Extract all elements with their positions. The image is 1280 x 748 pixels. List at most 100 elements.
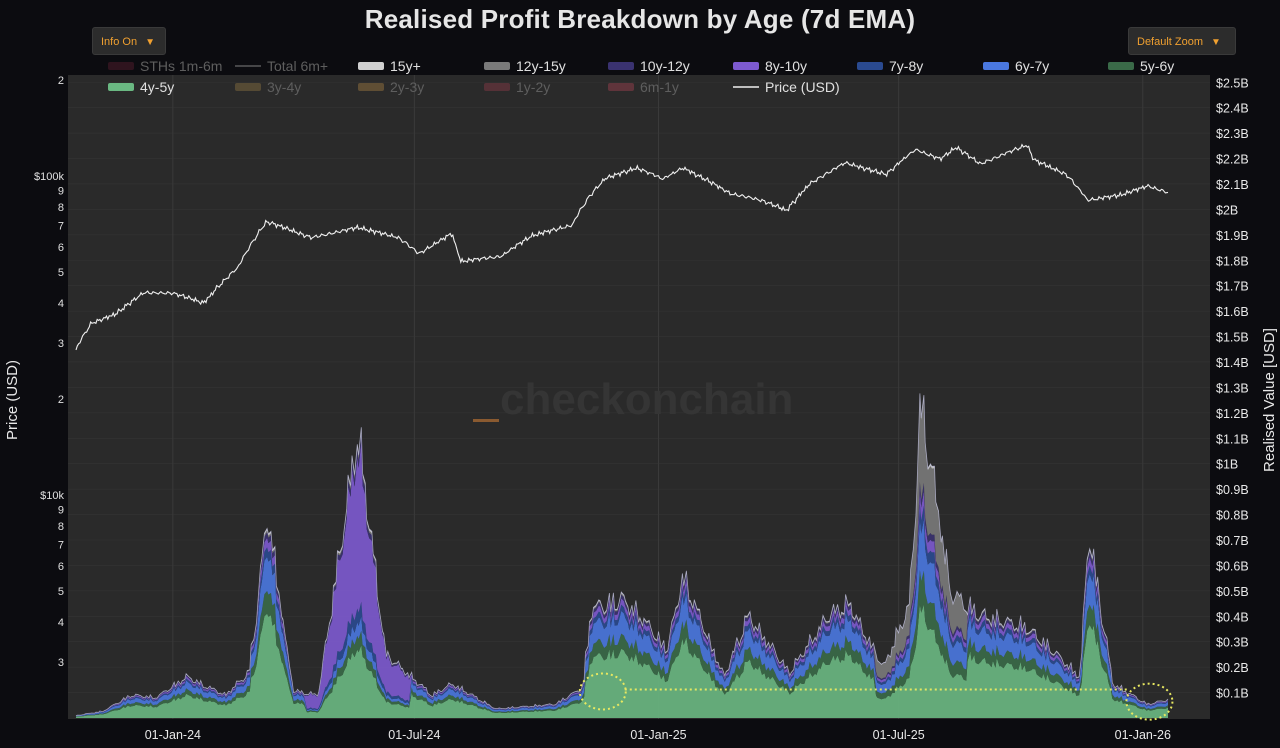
right-axis-title: Realised Value [USD] xyxy=(1261,328,1278,472)
left-axis-tick: 7 xyxy=(58,220,64,232)
right-axis-tick: $2.3B xyxy=(1216,127,1249,141)
legend-label: 4y-5y xyxy=(140,79,174,95)
highlight-ellipse xyxy=(578,672,627,711)
left-axis-title: Price (USD) xyxy=(4,360,21,440)
left-axis-tick: 6 xyxy=(58,561,64,573)
x-axis-tick: 01-Jan-26 xyxy=(1115,728,1171,742)
legend-label: 7y-8y xyxy=(889,58,923,74)
legend-label: Total 6m+ xyxy=(267,58,328,74)
right-axis-tick: $0.4B xyxy=(1216,610,1249,624)
right-axis-tick: $1.1B xyxy=(1216,432,1249,446)
left-axis-tick: 4 xyxy=(58,298,64,310)
right-axis-tick: $1.4B xyxy=(1216,356,1249,370)
left-axis-tick: 5 xyxy=(58,267,64,279)
legend-label: 12y-15y xyxy=(516,58,566,74)
legend-swatch xyxy=(358,83,384,91)
legend-label: 6m-1y xyxy=(640,79,679,95)
legend-swatch xyxy=(108,62,134,70)
left-axis-tick: 7 xyxy=(58,539,64,551)
left-axis-tick: 6 xyxy=(58,242,64,254)
right-axis-tick: $0.8B xyxy=(1216,509,1249,523)
legend-item: 6y-7y xyxy=(983,58,1049,74)
price-line xyxy=(75,143,1169,351)
legend-item: 2y-3y xyxy=(358,79,424,95)
legend-item: 7y-8y xyxy=(857,58,923,74)
legend-swatch xyxy=(857,62,883,70)
legend-label: 8y-10y xyxy=(765,58,807,74)
legend-swatch xyxy=(1108,62,1134,70)
legend-label: 6y-7y xyxy=(1015,58,1049,74)
legend-item: 10y-12y xyxy=(608,58,690,74)
legend-swatch xyxy=(484,83,510,91)
right-axis-tick: $1.7B xyxy=(1216,280,1249,294)
right-axis-tick: $1.6B xyxy=(1216,305,1249,319)
left-axis-tick: 8 xyxy=(58,202,64,214)
legend-item: 6m-1y xyxy=(608,79,679,95)
area-band-7y-8y xyxy=(76,504,1168,717)
legend-swatch xyxy=(608,62,634,70)
dropdown-caret-icon: ▼ xyxy=(145,37,155,48)
right-axis-tick: $1.2B xyxy=(1216,407,1249,421)
info-toggle-label: Info On xyxy=(101,36,138,48)
legend-item: 12y-15y xyxy=(484,58,566,74)
highlight-ellipse xyxy=(1125,682,1174,721)
left-axis-tick: $100k xyxy=(34,171,64,183)
legend-item: 5y-6y xyxy=(1108,58,1174,74)
legend-item: 1y-2y xyxy=(484,79,550,95)
dropdown-caret-icon: ▼ xyxy=(1211,37,1221,48)
area-band-4y-5y xyxy=(76,604,1168,718)
left-axis-tick: 8 xyxy=(58,521,64,533)
right-axis-tick: $1.9B xyxy=(1216,229,1249,243)
legend-item: STHs 1m-6m xyxy=(108,58,222,74)
area-band-6y-7y xyxy=(76,518,1168,717)
legend-item: Price (USD) xyxy=(733,79,840,95)
legend-swatch xyxy=(484,62,510,70)
legend-swatch xyxy=(235,83,261,91)
right-axis-tick: $1.3B xyxy=(1216,381,1249,395)
watermark-text: checkonchain xyxy=(500,375,793,424)
area-outline xyxy=(75,393,1169,717)
legend-label: 2y-3y xyxy=(390,79,424,95)
legend-label: 15y+ xyxy=(390,58,421,74)
right-axis-tick: $2.4B xyxy=(1216,102,1249,116)
left-axis-tick: 9 xyxy=(58,186,64,198)
legend-item: 15y+ xyxy=(358,58,421,74)
x-axis-tick: 01-Jul-24 xyxy=(388,728,440,742)
watermark-mark xyxy=(473,419,499,422)
right-axis-tick: $1.5B xyxy=(1216,331,1249,345)
right-axis-tick: $0.1B xyxy=(1216,687,1249,701)
legend-item: Total 6m+ xyxy=(235,58,328,74)
chart-title: Realised Profit Breakdown by Age (7d EMA… xyxy=(364,4,916,34)
right-axis-tick: $0.3B xyxy=(1216,636,1249,650)
right-axis-tick: $2B xyxy=(1216,203,1238,217)
right-axis-tick: $0.5B xyxy=(1216,585,1249,599)
right-axis-tick: $2.5B xyxy=(1216,76,1249,90)
legend-item: 8y-10y xyxy=(733,58,807,74)
right-axis-tick: $2.1B xyxy=(1216,178,1249,192)
left-axis-tick: 2 xyxy=(58,75,64,87)
zoom-select-button[interactable]: Default Zoom ▼ xyxy=(1128,27,1236,55)
legend-swatch xyxy=(983,62,1009,70)
area-band-8y-10y xyxy=(76,441,1168,717)
left-axis-tick: 3 xyxy=(58,657,64,669)
legend: STHs 1m-6m Total 6m+ 15y+ 12y-15y 10y-12y 8y-… xyxy=(108,58,1174,95)
legend-swatch xyxy=(108,83,134,91)
right-axis-tick: $0.6B xyxy=(1216,559,1249,573)
legend-label: 3y-4y xyxy=(267,79,301,95)
right-axis-tick: $0.2B xyxy=(1216,661,1249,675)
zoom-select-label: Default Zoom xyxy=(1137,36,1204,48)
legend-item: 4y-5y xyxy=(108,79,174,95)
left-axis-tick: 5 xyxy=(58,586,64,598)
right-axis-tick: $0.9B xyxy=(1216,483,1249,497)
legend-swatch xyxy=(358,62,384,70)
x-axis-tick: 01-Jan-25 xyxy=(630,728,686,742)
x-axis-tick: 01-Jan-24 xyxy=(145,728,201,742)
right-axis-tick: $0.7B xyxy=(1216,534,1249,548)
legend-label: Price (USD) xyxy=(765,79,840,95)
legend-label: 1y-2y xyxy=(516,79,550,95)
legend-item: 3y-4y xyxy=(235,79,301,95)
right-axis-tick: $2.2B xyxy=(1216,153,1249,167)
info-toggle-button[interactable]: Info On ▼ xyxy=(92,27,166,55)
